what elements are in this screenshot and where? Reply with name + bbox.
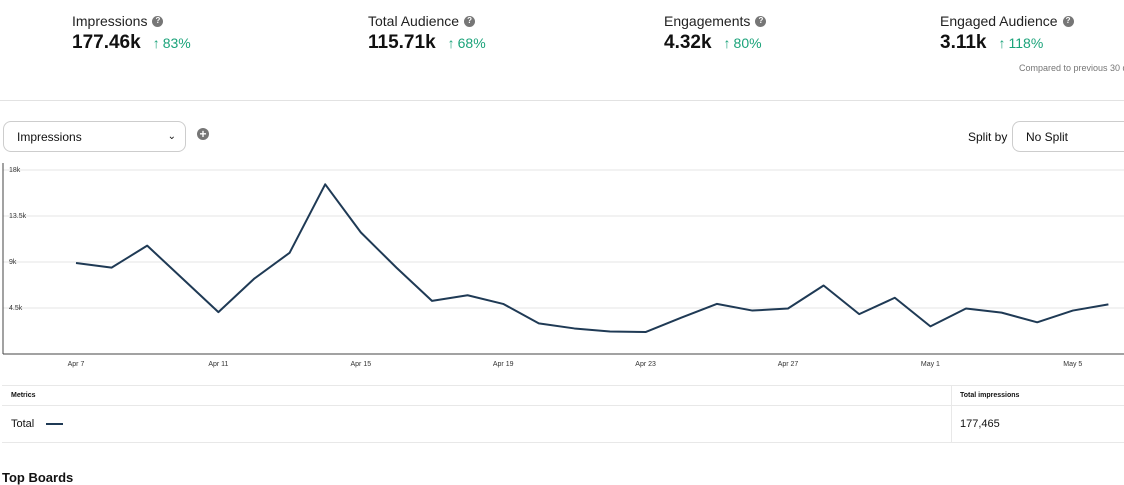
kpi-label: Impressions (72, 13, 148, 29)
data-point[interactable] (464, 291, 472, 299)
kpi-change: ↑ 80% (723, 35, 762, 51)
data-point[interactable] (392, 264, 400, 272)
split-by-label: Split by (968, 130, 1008, 144)
x-tick-label: May 5 (1063, 361, 1082, 368)
col-total-impressions: Total impressions (960, 392, 1020, 399)
data-point[interactable] (321, 180, 329, 188)
data-point[interactable] (606, 328, 614, 336)
x-tick-label: Apr 27 (778, 361, 799, 368)
kpi-change: ↑ 68% (447, 35, 486, 51)
data-point[interactable] (286, 249, 294, 257)
x-tick-label: Apr 15 (350, 361, 371, 368)
data-point[interactable] (250, 275, 258, 283)
kpi-value: 3.11k (940, 32, 987, 53)
kpi-value: 115.71k (368, 32, 436, 53)
kpi-engaged-audience: Engaged Audience? 3.11k ↑ 118% (940, 13, 1074, 54)
metric-select[interactable]: Impressions ⌄ (3, 121, 186, 152)
data-point[interactable] (784, 305, 792, 313)
arrow-up-icon: ↑ (998, 35, 1006, 51)
help-icon[interactable]: ? (464, 15, 476, 27)
x-tick-label: Apr 11 (208, 361, 228, 368)
kpi-change: ↑ 118% (998, 35, 1044, 51)
kpi-value: 177.46k (72, 32, 141, 53)
x-tick-label: Apr 23 (635, 361, 656, 368)
legend-line-icon (46, 423, 63, 425)
data-point[interactable] (855, 310, 863, 318)
x-tick-label: Apr 19 (493, 361, 514, 368)
split-select[interactable]: No Split (1012, 121, 1124, 152)
table-row: Total 177,465 (2, 404, 1124, 443)
data-point[interactable] (72, 259, 80, 267)
data-point[interactable] (713, 300, 721, 308)
divider (0, 100, 1124, 101)
data-point[interactable] (214, 308, 222, 316)
kpi-change: ↑ 83% (152, 35, 191, 51)
x-tick-label: Apr 7 (68, 361, 85, 368)
data-point[interactable] (535, 319, 543, 327)
data-point[interactable] (642, 328, 650, 336)
kpi-label: Engaged Audience (940, 13, 1058, 29)
x-tick-label: May 1 (921, 361, 940, 368)
data-point[interactable] (820, 282, 828, 290)
arrow-up-icon: ↑ (447, 35, 455, 51)
kpi-total-audience: Total Audience? 115.71k ↑ 68% (368, 13, 486, 54)
data-point[interactable] (1104, 300, 1112, 308)
data-point[interactable] (1033, 318, 1041, 326)
y-tick-label: 18k (9, 167, 21, 174)
row-label: Total (11, 418, 35, 430)
data-point[interactable] (499, 300, 507, 308)
data-point[interactable] (926, 322, 934, 330)
data-point[interactable] (748, 307, 756, 315)
add-metric-icon[interactable]: + (197, 128, 209, 140)
arrow-up-icon: ↑ (152, 35, 160, 51)
data-point[interactable] (357, 228, 365, 236)
data-point[interactable] (143, 242, 151, 250)
data-point[interactable] (108, 264, 116, 272)
split-select-value: No Split (1026, 129, 1069, 144)
data-point[interactable] (179, 275, 187, 283)
impressions-line-chart: 18k 13.5k 9k 4.5k Apr 7 Apr 11 Apr 15 Apr 19 Ap… (2, 163, 1124, 368)
column-separator (951, 385, 952, 442)
data-point[interactable] (570, 324, 578, 332)
y-tick-label: 4.5k (9, 305, 23, 312)
data-point[interactable] (891, 294, 899, 302)
row-value: 177,465 (960, 418, 1000, 430)
metric-select-value: Impressions (17, 129, 82, 144)
data-point[interactable] (677, 314, 685, 322)
help-icon[interactable]: ? (1062, 15, 1074, 27)
series-line-total (75, 183, 1109, 334)
kpi-value: 4.32k (664, 32, 712, 53)
data-point[interactable] (428, 297, 436, 305)
arrow-up-icon: ↑ (723, 35, 731, 51)
help-icon[interactable]: ? (755, 15, 767, 27)
kpi-summary: Impressions? 177.46k ↑ 83% Total Audience?… (0, 0, 1124, 100)
col-metrics: Metrics (11, 392, 36, 399)
chevron-down-icon: ⌄ (167, 131, 176, 142)
kpi-engagements: Engagements? 4.32k ↑ 80% (664, 13, 767, 54)
help-icon[interactable]: ? (152, 15, 164, 27)
y-tick-label: 13.5k (9, 213, 27, 220)
kpi-impressions: Impressions? 177.46k ↑ 83% (72, 13, 191, 54)
data-point[interactable] (962, 305, 970, 313)
kpi-label: Total Audience (368, 13, 460, 29)
section-title: Top Boards (2, 470, 74, 485)
kpi-label: Engagements (664, 13, 751, 29)
table-header: Metrics Total impressions (2, 385, 1124, 406)
y-tick-label: 9k (9, 259, 17, 266)
data-point[interactable] (998, 309, 1006, 317)
data-point[interactable] (1069, 307, 1077, 315)
compared-note: Compared to previous 30 d (1019, 63, 1124, 73)
